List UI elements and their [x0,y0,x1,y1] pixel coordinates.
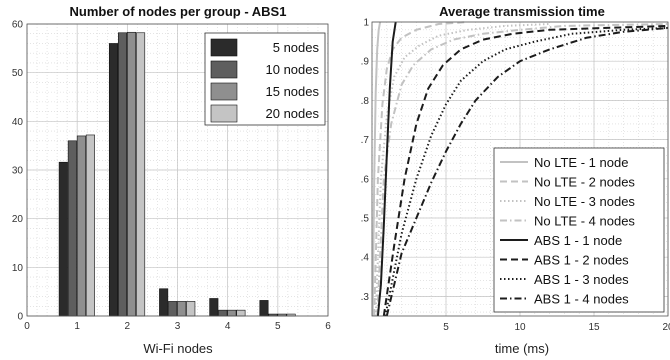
x-tick-label: 5 [275,321,281,332]
legend-label: No LTE - 2 nodes [534,175,635,190]
legend-label: ABS 1 - 4 nodes [534,292,629,307]
bar-chart-frame [26,23,329,317]
line-chart-xlabel: time (ms) [495,341,549,356]
bar-chart-bars [58,31,296,317]
bar [209,298,219,317]
bar [177,301,187,317]
line-chart-lines [371,21,669,317]
x-tick-label: 6 [325,321,331,332]
bar [236,309,246,317]
bar-chart-title: Number of nodes per group - ABS1 [70,4,287,19]
bar [67,140,77,317]
y-tick-label: 10 [12,263,24,274]
legend-swatch [210,104,238,123]
y-tick-label: .4 [361,253,370,264]
x-tick-label: 3 [175,321,181,332]
legend-label: 15 nodes [266,84,320,99]
bar [76,135,86,317]
legend-label: No LTE - 3 nodes [534,194,635,209]
line-chart-panel: Average transmission time 5 10 15 20 .3 .4 .5.… [361,4,670,356]
x-tick-label: 0 [24,321,30,332]
y-tick-label: .8 [361,96,370,107]
y-tick-label: 20 [12,214,24,225]
x-tick-label: 15 [588,322,600,333]
line-chart-ticks: 5 10 15 20 .3 .4 .5 .6 .7 .8 .9 1 [361,18,670,334]
bar [127,31,137,317]
bar-chart-xlabel: Wi-Fi nodes [143,341,213,356]
y-tick-label: 0 [17,312,23,323]
legend-swatch [210,60,238,79]
y-tick-label: .3 [361,292,370,303]
bar [118,32,128,317]
series-line [382,24,669,317]
y-tick-label: 60 [12,20,24,31]
y-tick-label: .9 [361,57,370,68]
bar [159,288,169,317]
legend-label: ABS 1 - 2 nodes [534,253,629,268]
bar [259,300,269,317]
bar [136,32,146,317]
line-chart-frame [371,21,669,317]
legend-swatch [210,82,238,101]
y-tick-label: 1 [363,18,369,29]
series-line [371,21,382,317]
bar [108,43,119,317]
bar [218,309,228,317]
bar [168,301,178,317]
y-tick-label: 50 [12,68,24,79]
legend-label: No LTE - 4 nodes [534,214,635,229]
series-line [384,26,669,317]
legend-label: 10 nodes [266,62,320,77]
series-line [385,26,669,317]
x-tick-label: 2 [125,321,131,332]
bar [227,309,237,317]
bar [186,301,196,317]
series-line [376,21,397,317]
y-tick-label: 40 [12,117,24,128]
y-tick-label: .7 [361,135,370,146]
series-line [374,23,550,317]
bar-chart-legend: 5 nodes 10 nodes 15 nodes 20 nodes [204,32,326,126]
bar [58,161,68,317]
x-tick-label: 4 [225,321,231,332]
line-chart-legend: No LTE - 1 node No LTE - 2 nodes No LTE - … [493,147,665,313]
series-line [376,23,669,317]
x-tick-label: 1 [74,321,80,332]
x-tick-label: 10 [514,322,526,333]
line-chart-title: Average transmission time [439,4,605,19]
bar [85,134,95,317]
legend-label: No LTE - 1 node [534,155,628,170]
y-tick-label: 30 [12,166,24,177]
x-tick-label: 5 [443,322,449,333]
legend-label: ABS 1 - 3 nodes [534,272,629,287]
series-line [373,21,469,317]
y-tick-label: .6 [361,174,370,185]
y-tick-label: .5 [361,214,370,225]
legend-box [493,147,665,313]
legend-swatch [210,38,238,57]
legend-label: ABS 1 - 1 node [534,233,622,248]
bar-chart-panel: Number of nodes per group - ABS1 0 1 2 3 4 5 6… [12,4,331,356]
x-tick-label: 20 [662,322,670,333]
legend-label: 5 nodes [273,40,320,55]
legend-label: 20 nodes [266,106,320,121]
